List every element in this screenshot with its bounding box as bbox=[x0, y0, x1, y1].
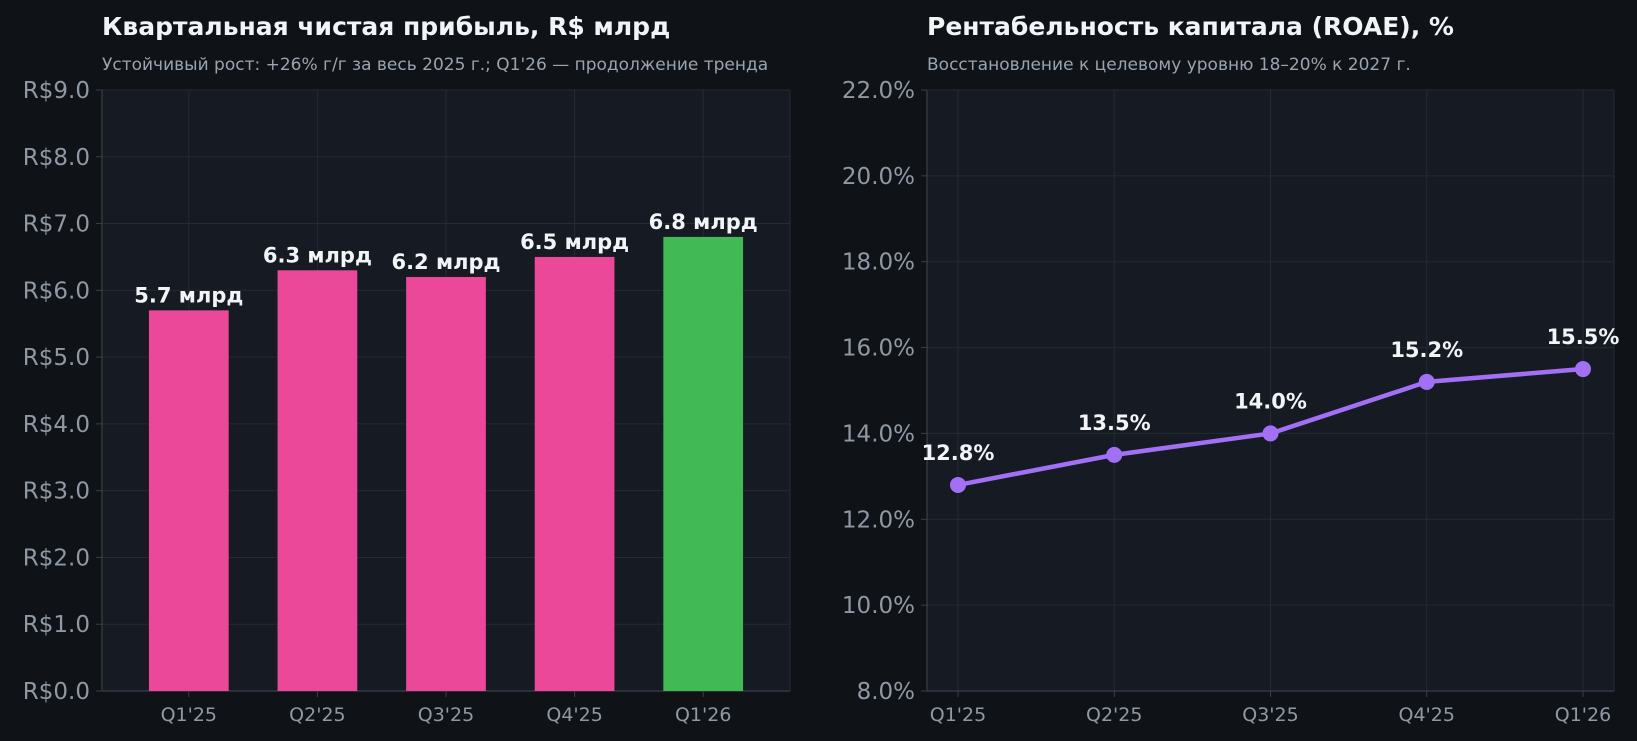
roae-point bbox=[1418, 373, 1435, 390]
roae-point bbox=[950, 476, 966, 493]
profit-bar bbox=[148, 310, 229, 691]
roae-point-value-label: 15.2% bbox=[1390, 338, 1463, 362]
roae-xtick-label: Q4'25 bbox=[1399, 704, 1455, 726]
profit-bar bbox=[663, 236, 744, 691]
profit-chart-subtitle: Устойчивый рост: +26% г/г за весь 2025 г… bbox=[102, 55, 769, 75]
roae-ytick-label: 20.0% bbox=[842, 164, 915, 190]
roae-point-value-label: 12.8% bbox=[922, 441, 995, 465]
profit-ytick-label: R$4.0 bbox=[23, 412, 90, 438]
roae-point-value-label: 14.0% bbox=[1234, 389, 1307, 413]
roae-chart-title: Рентабельность капитала (ROAE), % bbox=[927, 12, 1454, 41]
profit-bar-value-label: 6.2 млрд bbox=[391, 250, 500, 274]
roae-chart-panel: Рентабельность капитала (ROAE), % Восста… bbox=[820, 0, 1637, 741]
roae-point-value-label: 15.5% bbox=[1547, 325, 1620, 349]
profit-ytick-label: R$6.0 bbox=[23, 278, 90, 304]
profit-bar-value-label: 5.7 млрд bbox=[134, 283, 243, 307]
roae-ytick-label: 10.0% bbox=[842, 593, 915, 619]
profit-xtick-label: Q2'25 bbox=[289, 704, 345, 726]
profit-xtick-label: Q1'25 bbox=[161, 704, 217, 726]
profit-bar-chart: R$0.0 R$1.0 R$2.0 R$3.0 R$4.0 R$5.0 R$6.0 R$7.0… bbox=[23, 78, 791, 726]
profit-ytick-label: R$7.0 bbox=[23, 212, 90, 238]
roae-ytick-label: 22.0% bbox=[842, 78, 915, 104]
profit-xtick-label: Q3'25 bbox=[418, 704, 474, 726]
profit-xtick-label: Q1'26 bbox=[675, 704, 731, 726]
roae-chart-subtitle: Восстановление к целевому уровню 18–20% … bbox=[927, 55, 1411, 75]
roae-ytick-label: 12.0% bbox=[842, 507, 915, 533]
roae-point bbox=[1575, 361, 1591, 378]
profit-bar bbox=[406, 276, 486, 691]
roae-point bbox=[1262, 425, 1279, 442]
roae-xtick-label: Q1'25 bbox=[930, 704, 986, 726]
profit-bar-value-label: 6.8 млрд bbox=[649, 210, 758, 234]
roae-ytick-label: 8.0% bbox=[857, 679, 915, 705]
profit-bar bbox=[534, 256, 615, 691]
roae-ytick-label: 14.0% bbox=[842, 421, 915, 447]
roae-point bbox=[1106, 446, 1123, 463]
profit-ytick-label: R$3.0 bbox=[23, 479, 90, 505]
roae-xtick-label: Q1'26 bbox=[1555, 704, 1611, 726]
profit-bar-value-label: 6.5 млрд bbox=[520, 230, 629, 254]
roae-xtick-label: Q2'25 bbox=[1086, 704, 1142, 726]
roae-point-value-label: 13.5% bbox=[1078, 411, 1151, 435]
profit-ytick-label: R$8.0 bbox=[23, 145, 90, 171]
profit-chart-title: Квартальная чистая прибыль, R$ млрд bbox=[102, 12, 671, 41]
roae-ytick-label: 18.0% bbox=[842, 250, 915, 276]
profit-chart-panel: Квартальная чистая прибыль, R$ млрд Усто… bbox=[0, 0, 810, 741]
profit-ytick-label: R$0.0 bbox=[23, 679, 90, 705]
profit-ytick-label: R$5.0 bbox=[23, 345, 90, 371]
roae-line-chart: 8.0% 10.0% 12.0% 14.0% 16.0% 18.0% 20.0% 22.0% Q… bbox=[842, 78, 1620, 726]
profit-xtick-label: Q4'25 bbox=[546, 704, 602, 726]
profit-ytick-label: R$9.0 bbox=[23, 78, 90, 104]
roae-ytick-label: 16.0% bbox=[842, 336, 915, 362]
profit-bar bbox=[277, 270, 358, 691]
roae-xtick-label: Q3'25 bbox=[1242, 704, 1298, 726]
profit-ytick-label: R$2.0 bbox=[23, 545, 90, 571]
profit-ytick-label: R$1.0 bbox=[23, 612, 90, 638]
profit-bar-value-label: 6.3 млрд bbox=[263, 243, 372, 267]
